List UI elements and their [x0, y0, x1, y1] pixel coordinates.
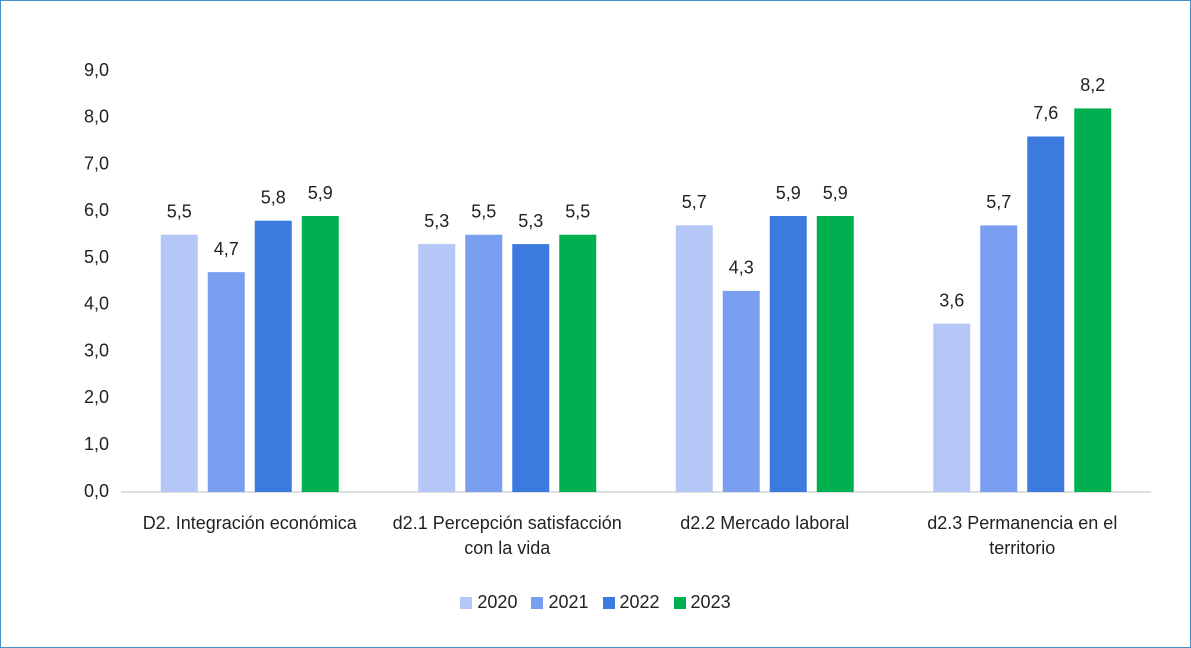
legend-item: 2023 [673, 592, 731, 613]
data-label: 3,6 [939, 290, 964, 310]
data-label: 5,5 [471, 201, 496, 221]
x-tick-label: D2. Integración económica [142, 513, 357, 533]
bar [933, 323, 971, 492]
bar [207, 272, 245, 492]
y-tick-label: 9,0 [84, 60, 109, 80]
bar [1027, 136, 1065, 492]
data-label: 8,2 [1080, 75, 1105, 95]
legend-label: 2023 [690, 592, 731, 612]
legend-item: 2020 [460, 592, 517, 613]
data-label: 5,3 [424, 211, 449, 231]
data-label: 5,7 [682, 192, 707, 212]
y-tick-label: 4,0 [84, 294, 109, 314]
y-tick-label: 1,0 [84, 434, 109, 454]
y-tick-label: 5,0 [84, 247, 109, 267]
bar [254, 220, 292, 492]
y-tick-label: 2,0 [84, 387, 109, 407]
bar [722, 290, 760, 492]
y-tick-label: 6,0 [84, 200, 109, 220]
data-label: 5,7 [986, 192, 1011, 212]
data-label: 5,5 [565, 201, 590, 221]
data-label: 5,5 [167, 201, 192, 221]
data-label: 5,8 [261, 187, 286, 207]
x-tick-label: d2.3 Permanencia en el territorio [927, 513, 1118, 558]
bar [465, 234, 503, 492]
x-tick-label: d2.2 Mercado laboral [680, 513, 850, 533]
legend: 2020 2021 2022 2023 [1, 592, 1190, 613]
legend-label: 2022 [619, 592, 660, 612]
bar [1074, 108, 1112, 492]
x-tick-label: d2.1 Percepción satisfacción con la vida [392, 513, 622, 558]
legend-label: 2020 [477, 592, 518, 612]
bar [418, 244, 456, 492]
legend-label: 2021 [548, 592, 589, 612]
data-label: 5,9 [823, 183, 848, 203]
y-tick-label: 8,0 [84, 107, 109, 127]
bar [512, 244, 550, 492]
legend-swatch [673, 596, 686, 609]
bar [980, 225, 1018, 492]
data-label: 7,6 [1033, 103, 1058, 123]
bar [160, 234, 198, 492]
legend-swatch [531, 596, 544, 609]
y-tick-label: 0,0 [84, 481, 109, 501]
bar [559, 234, 597, 492]
data-label: 4,7 [214, 239, 239, 259]
bar [816, 216, 854, 492]
bar [675, 225, 713, 492]
legend-swatch [460, 596, 473, 609]
legend-item: 2021 [531, 592, 589, 613]
legend-swatch [602, 596, 615, 609]
data-label: 4,3 [729, 258, 754, 278]
data-label: 5,9 [308, 183, 333, 203]
data-label: 5,9 [776, 183, 801, 203]
y-tick-label: 3,0 [84, 340, 109, 360]
y-tick-label: 7,0 [84, 153, 109, 173]
bar [769, 216, 807, 492]
bar [301, 216, 339, 492]
data-label: 5,3 [518, 211, 543, 231]
legend-item: 2022 [602, 592, 660, 613]
